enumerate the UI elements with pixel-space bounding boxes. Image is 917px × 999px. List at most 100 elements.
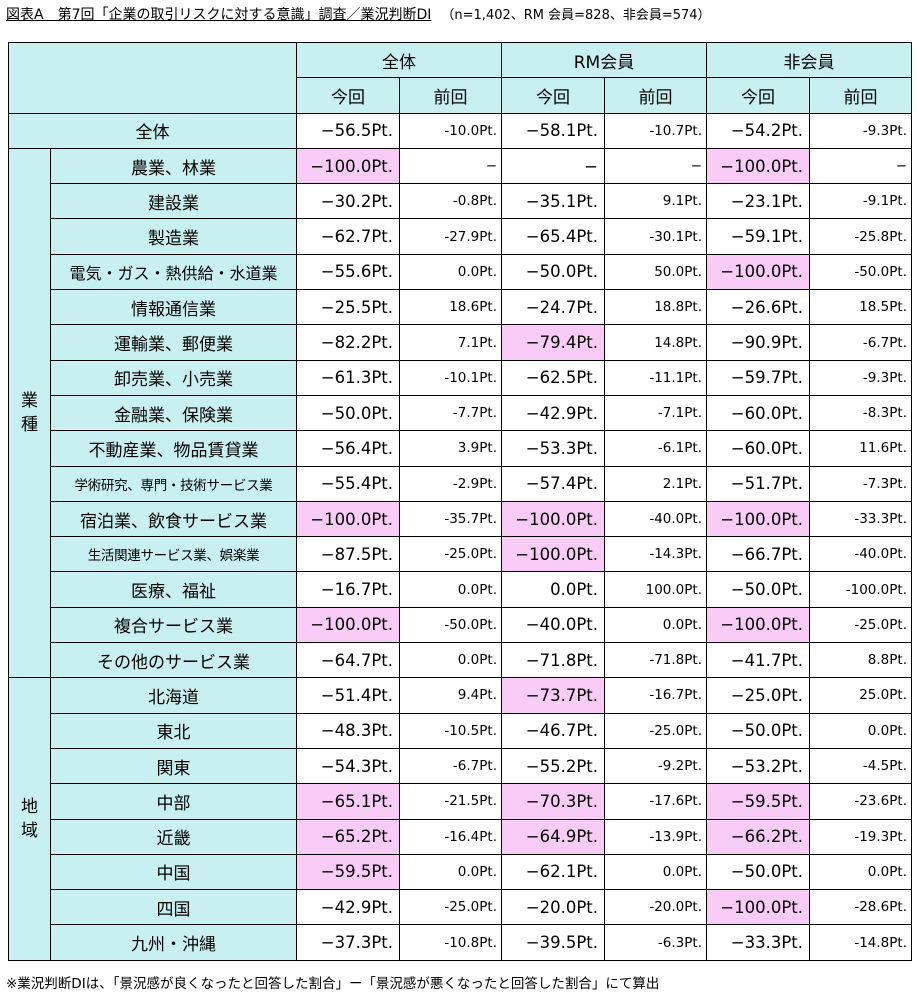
row-label: 製造業 <box>50 218 297 255</box>
value-previous: -13.9Pt. <box>604 818 707 855</box>
value-previous: 7.1Pt. <box>399 324 502 361</box>
value-previous: 8.8Pt. <box>809 642 912 679</box>
value-current: −51.4Pt. <box>296 677 400 714</box>
value-previous: 0.0Pt. <box>399 571 502 608</box>
value-previous: 0.0Pt. <box>399 253 502 291</box>
value-current: −66.2Pt. <box>706 818 810 855</box>
table-row: 学術研究、専門・技術サービス業 −55.4Pt. -2.9Pt. −57.4Pt. 2.… <box>9 465 912 502</box>
row-label: 医療、福祉 <box>50 571 297 608</box>
header-current: 今回 <box>501 77 605 114</box>
row-label: 宿泊業、飲食サービス業 <box>50 500 297 538</box>
value-current: −100.0Pt. <box>706 500 810 538</box>
value-current: −87.5Pt. <box>296 536 400 573</box>
table-row: 中部 −65.1Pt. -21.5Pt. −70.3Pt. -17.6Pt. −59.5P… <box>9 783 912 820</box>
value-current: −56.5Pt. <box>296 112 400 149</box>
value-previous: -25.0Pt. <box>399 536 502 573</box>
value-current: −56.4Pt. <box>296 430 400 467</box>
value-previous: -100.0Pt. <box>809 571 912 608</box>
table-row: その他のサービス業 −64.7Pt. 0.0Pt. −71.8Pt. -71.8Pt. −… <box>9 642 912 679</box>
value-current: −70.3Pt. <box>501 783 605 820</box>
value-previous: -71.8Pt. <box>604 642 707 679</box>
value-previous: − <box>604 147 707 185</box>
header-previous: 前回 <box>604 77 707 114</box>
value-current: −24.7Pt. <box>501 289 605 326</box>
table-row-total: 全体 −56.5Pt. -10.0Pt. −58.1Pt. -10.7Pt. −54.2P… <box>8 112 912 149</box>
header-row-periods: 今回 前回 今回 前回 今回 前回 <box>9 77 912 114</box>
row-label: 農業、林業 <box>50 147 297 185</box>
row-label: 近畿 <box>50 818 297 855</box>
value-previous: -6.1Pt. <box>604 430 707 467</box>
value-previous: -6.7Pt. <box>399 747 502 785</box>
value-previous: -50.0Pt. <box>809 253 912 291</box>
value-previous: -16.7Pt. <box>604 677 707 714</box>
value-current: −60.0Pt. <box>706 394 810 432</box>
header-previous: 前回 <box>809 77 912 114</box>
value-previous: -9.2Pt. <box>604 747 707 785</box>
value-current: −58.1Pt. <box>501 112 605 149</box>
value-previous: -10.8Pt. <box>399 924 502 961</box>
value-previous: -40.0Pt. <box>604 500 707 538</box>
value-previous: -2.9Pt. <box>399 465 502 502</box>
value-current: −100.0Pt. <box>706 889 810 926</box>
value-previous: 14.8Pt. <box>604 324 707 361</box>
row-label: 九州・沖縄 <box>50 924 297 961</box>
value-previous: -28.6Pt. <box>809 889 912 926</box>
value-previous: -50.0Pt. <box>399 606 502 644</box>
table-row: 業種農業、林業 −100.0Pt. − − − −100.0Pt. − <box>8 147 912 679</box>
table-row: 東北 −48.3Pt. -10.5Pt. −46.7Pt. -25.0Pt. −50.0P… <box>9 712 912 749</box>
value-current: −57.4Pt. <box>501 465 605 502</box>
table-row: 宿泊業、飲食サービス業 −100.0Pt. -35.7Pt. −100.0Pt. -40… <box>9 500 912 538</box>
row-label: 複合サービス業 <box>50 606 297 644</box>
value-current: −48.3Pt. <box>296 712 400 749</box>
di-table: 全体 RM会員 非会員 今回 前回 今回 前回 今回 前回 全体 −56.5Pt.… <box>8 41 912 961</box>
row-label: 北海道 <box>50 677 297 714</box>
row-label: 全体 <box>8 112 297 149</box>
value-previous: − <box>399 147 502 185</box>
table-row: 四国 −42.9Pt. -25.0Pt. −20.0Pt. -20.0Pt. −100.0… <box>9 889 912 926</box>
value-previous: -25.0Pt. <box>399 889 502 926</box>
title-sample-size: （n=1,402、RM 会員=828、非会員=574） <box>441 8 711 23</box>
value-previous: -19.3Pt. <box>809 818 912 855</box>
value-previous: -16.4Pt. <box>399 818 502 855</box>
value-previous: − <box>809 147 912 185</box>
row-label: 中国 <box>50 853 297 891</box>
value-previous: -7.7Pt. <box>399 394 502 432</box>
value-current: −50.0Pt. <box>501 253 605 291</box>
row-label: 関東 <box>50 747 297 785</box>
value-previous: -27.9Pt. <box>399 218 502 255</box>
value-current: −54.3Pt. <box>296 747 400 785</box>
value-current: −65.4Pt. <box>501 218 605 255</box>
value-current: −73.7Pt. <box>501 677 605 714</box>
table-row: 中国 −59.5Pt. 0.0Pt. −62.1Pt. 0.0Pt. −50.0Pt. 0.… <box>9 853 912 891</box>
value-previous: -21.5Pt. <box>399 783 502 820</box>
value-previous: -9.3Pt. <box>809 359 912 396</box>
value-previous: -17.6Pt. <box>604 783 707 820</box>
value-current: −50.0Pt. <box>706 712 810 749</box>
value-current: −66.7Pt. <box>706 536 810 573</box>
value-current: −37.3Pt. <box>296 924 400 961</box>
value-previous: -20.0Pt. <box>604 889 707 926</box>
value-previous: -14.3Pt. <box>604 536 707 573</box>
value-previous: -25.0Pt. <box>809 606 912 644</box>
value-previous: 18.8Pt. <box>604 289 707 326</box>
row-label: 卸売業、小売業 <box>50 359 297 396</box>
value-current: −100.0Pt. <box>706 147 810 185</box>
value-current: −79.4Pt. <box>501 324 605 361</box>
table-row: 不動産業、物品賃貸業 −56.4Pt. 3.9Pt. −53.3Pt. -6.1Pt. −… <box>9 430 912 467</box>
table-row: 卸売業、小売業 −61.3Pt. -10.1Pt. −62.5Pt. -11.1Pt. −… <box>9 359 912 396</box>
row-label: 運輸業、郵便業 <box>50 324 297 361</box>
value-previous: 9.1Pt. <box>604 183 707 220</box>
value-previous: -7.3Pt. <box>809 465 912 502</box>
row-label: 不動産業、物品賃貸業 <box>50 430 297 467</box>
value-current: −62.5Pt. <box>501 359 605 396</box>
value-previous: -25.0Pt. <box>604 712 707 749</box>
value-current: −30.2Pt. <box>296 183 400 220</box>
value-current: −40.0Pt. <box>501 606 605 644</box>
table-row: 生活関連サービス業、娯楽業 −87.5Pt. -25.0Pt. −100.0Pt. -1… <box>9 536 912 573</box>
header-current: 今回 <box>706 77 810 114</box>
value-current: −51.7Pt. <box>706 465 810 502</box>
value-previous: -10.1Pt. <box>399 359 502 396</box>
header-group-rm: RM会員 <box>501 41 707 79</box>
footnote: ※業況判断DIは、「景況感が良くなったと回答した割合」ー「景況感が悪くなったと回… <box>6 976 660 992</box>
value-previous: 0.0Pt. <box>604 853 707 891</box>
